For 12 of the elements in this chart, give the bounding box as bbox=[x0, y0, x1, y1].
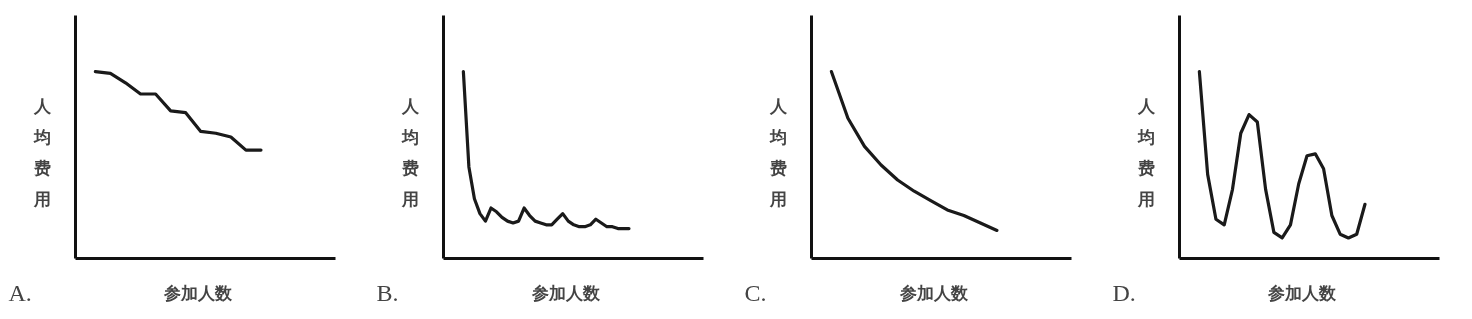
x-axis-title: 参加人数 bbox=[1266, 282, 1337, 303]
text: A. bbox=[8, 279, 32, 306]
y-axis-title: 人均费用 bbox=[769, 95, 788, 209]
text: B. bbox=[376, 279, 399, 306]
y-axis-title: 人均费用 bbox=[1137, 95, 1156, 209]
y-axis-title: 人均费用 bbox=[401, 95, 420, 209]
y-axis-title: 人均费用 bbox=[33, 95, 52, 209]
x-axis-title: 参加人数 bbox=[162, 282, 233, 303]
x-axis-title: 参加人数 bbox=[898, 282, 969, 303]
text: D. bbox=[1112, 279, 1136, 306]
text: C. bbox=[744, 279, 767, 306]
x-axis-title: 参加人数 bbox=[530, 282, 601, 303]
